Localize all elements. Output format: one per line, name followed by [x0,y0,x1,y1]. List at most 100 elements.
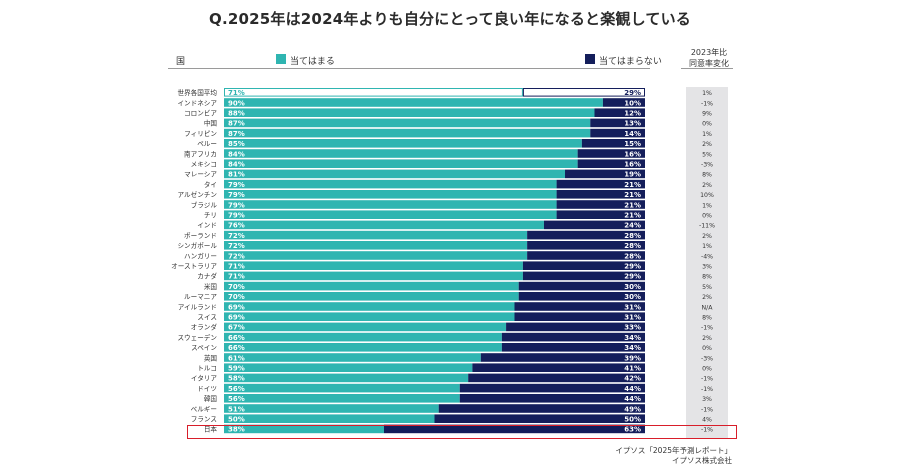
change-panel [686,87,728,439]
agree-value-label: 66% [228,344,245,352]
category-label: フランス [191,416,217,424]
disagree-bar [522,88,645,97]
change-value-label: -1% [701,386,713,393]
agree-value-label: 66% [228,334,245,342]
disagree-value-label: 28% [624,252,641,260]
change-value-label: -4% [701,253,713,260]
change-value-label: -1% [701,406,713,413]
agree-bar [224,230,528,240]
category-label: インド [197,222,217,230]
disagree-value-label: 19% [624,171,641,179]
agree-value-label: 71% [228,89,245,97]
change-value-label: 3% [702,264,712,271]
change-value-label: 9% [702,111,712,118]
change-header-line2: 同意率変化 [689,59,729,68]
category-label: 日本 [204,425,218,434]
agree-bar [224,169,566,179]
change-value-label: -1% [701,325,713,332]
chart-title: Q.2025年は2024年よりも自分にとって良い年になると楽観している [209,10,691,28]
header-underline [168,68,650,69]
agree-bar [224,332,502,342]
agree-bar [224,261,523,270]
disagree-bar [383,424,645,434]
agree-bar [224,383,460,393]
disagree-bar [602,98,645,107]
disagree-bar [459,383,645,393]
disagree-bar [527,241,645,250]
agree-bar [224,159,578,168]
category-label: オーストラリア [171,263,217,271]
change-value-label: 2% [702,182,712,189]
disagree-bar [577,159,645,168]
agree-value-label: 84% [228,150,245,158]
agree-value-label: 88% [228,110,245,118]
agree-bar [224,373,469,383]
agree-value-label: 72% [228,252,245,260]
category-label: 米国 [204,282,218,291]
disagree-bar [527,230,645,240]
change-value-label: 0% [702,366,712,373]
disagree-bar [594,108,645,117]
agree-bar [224,149,578,158]
disagree-value-label: 44% [624,395,641,403]
agree-value-label: 59% [228,365,245,373]
change-header-line1: 2023年比 [690,48,728,57]
agree-bar [224,128,591,138]
agree-bar [224,424,384,434]
agree-value-label: 79% [228,191,245,199]
change-value-label: 1% [702,131,712,138]
agree-value-label: 87% [228,130,245,138]
change-value-label: 5% [702,284,712,291]
category-label: トルコ [197,365,217,373]
agree-bar [224,322,507,332]
agree-value-label: 56% [228,385,245,393]
category-label: チリ [204,212,217,220]
disagree-bar [514,302,645,311]
agree-value-label: 71% [228,273,245,281]
agree-value-label: 71% [228,263,245,271]
japan-highlight-box [187,425,737,439]
change-value-label: 2% [702,233,712,240]
disagree-value-label: 30% [624,293,641,301]
disagree-bar [522,261,645,270]
agree-legend-swatch [276,54,286,64]
agree-value-label: 51% [228,405,245,413]
category-label: 中国 [204,119,218,128]
disagree-value-label: 10% [624,99,641,107]
category-label: ドイツ [197,385,217,393]
agree-bar [224,292,519,301]
disagree-bar [434,414,645,423]
disagree-bar [518,292,645,301]
change-value-label: 8% [702,172,712,179]
agree-bar [224,190,557,199]
change-value-label: -3% [701,162,713,169]
disagree-value-label: 63% [624,426,641,434]
country-header: 国 [176,57,186,67]
agree-value-label: 84% [228,161,245,169]
agree-value-label: 72% [228,232,245,240]
agree-bar [224,271,523,281]
category-label: アイルランド [178,303,217,311]
agree-value-label: 67% [228,324,245,332]
category-label: アルゼンチン [178,190,218,199]
disagree-bar [556,200,645,209]
change-value-label: N/A [702,304,714,311]
disagree-value-label: 33% [624,324,641,332]
disagree-bar [506,322,645,332]
agree-bar [224,98,603,107]
change-header: 2023年比 同意率変化 [683,47,735,69]
agree-bar [224,302,515,311]
category-label: スウェーデン [177,333,217,342]
disagree-value-label: 41% [624,365,641,373]
disagree-legend-swatch [585,54,595,64]
agree-value-label: 38% [228,426,245,434]
change-value-label: 1% [702,243,712,250]
agree-bar [224,394,460,403]
agree-bar [224,312,515,321]
agree-value-label: 76% [228,222,245,230]
change-value-label: -1% [701,376,713,383]
agree-legend-label: 当てはまる [290,57,335,67]
disagree-value-label: 13% [624,120,641,128]
category-label: マレーシア [184,171,217,179]
agree-bar [224,220,544,230]
